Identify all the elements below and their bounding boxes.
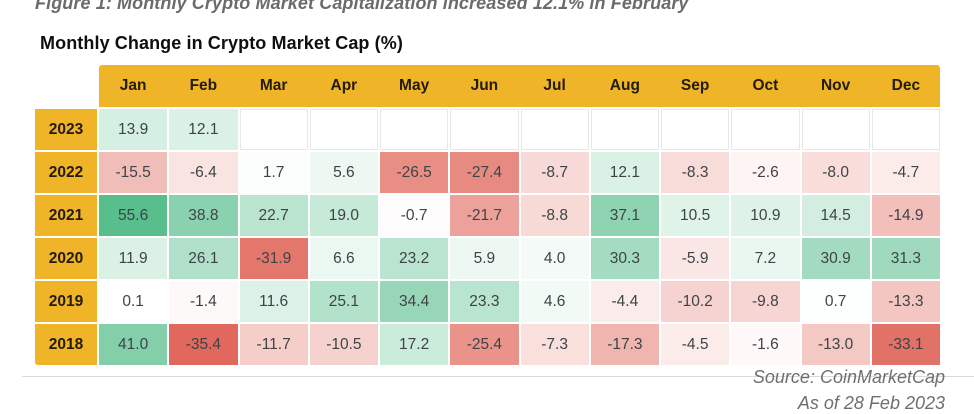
year-label-2021: 2021 — [35, 195, 97, 236]
heatmap-cell-2019-jan: 0.1 — [99, 281, 168, 322]
heatmap-cell-2021-dec: -14.9 — [871, 195, 940, 236]
heatmap-cell-2023-nov — [801, 109, 870, 150]
heatmap-cell-2021-aug: 37.1 — [590, 195, 659, 236]
heatmap-cell-2022-feb: -6.4 — [169, 152, 238, 193]
month-header-mar: Mar — [259, 77, 288, 94]
heatmap-cell-2021-sep: 10.5 — [661, 195, 730, 236]
heatmap-cell-2018-dec: -33.1 — [871, 324, 940, 365]
heatmap-cell-2021-jul: -8.8 — [520, 195, 589, 236]
heatmap-cell-2022-jun: -27.4 — [450, 152, 519, 193]
heatmap-cell-2020-oct: 7.2 — [731, 238, 800, 279]
heatmap-cell-2018-jan: 41.0 — [99, 324, 168, 365]
divider-line — [22, 376, 974, 377]
heatmap-cell-2019-nov: 0.7 — [801, 281, 870, 322]
heatmap-cell-2021-may: -0.7 — [380, 195, 449, 236]
heatmap-cell-2020-jun: 5.9 — [450, 238, 519, 279]
page-title: Monthly Change in Crypto Market Cap (%) — [40, 33, 403, 53]
heatmap-cell-2023-feb: 12.1 — [169, 109, 238, 150]
heatmap-cell-2022-oct: -2.6 — [731, 152, 800, 193]
month-header-aug: Aug — [609, 77, 640, 94]
heatmap-cell-2018-nov: -13.0 — [801, 324, 870, 365]
heatmap-cell-2020-feb: 26.1 — [169, 238, 238, 279]
heatmap-cell-2023-may — [380, 109, 449, 150]
heatmap-cell-2023-mar — [239, 109, 308, 150]
heatmap-cell-2020-may: 23.2 — [380, 238, 449, 279]
heatmap-cell-2019-jul: 4.6 — [520, 281, 589, 322]
heatmap-cell-2019-apr: 25.1 — [309, 281, 378, 322]
heatmap-cell-2019-dec: -13.3 — [871, 281, 940, 322]
heatmap-cell-2020-aug: 30.3 — [590, 238, 659, 279]
source-note: Source: CoinMarketCap — [752, 367, 945, 387]
month-header-dec: Dec — [891, 77, 921, 94]
month-header-jun: Jun — [470, 77, 499, 94]
month-header-jul: Jul — [543, 77, 566, 94]
heatmap-cell-2018-oct: -1.6 — [731, 324, 800, 365]
heatmap-cell-2019-may: 34.4 — [380, 281, 449, 322]
heatmap-cell-2023-jun — [450, 109, 519, 150]
heatmap-cell-2020-jul: 4.0 — [520, 238, 589, 279]
heatmap-cell-2021-jun: -21.7 — [450, 195, 519, 236]
heatmap-cell-2018-jun: -25.4 — [450, 324, 519, 365]
heatmap-cell-2018-feb: -35.4 — [169, 324, 238, 365]
heatmap-cell-2019-oct: -9.8 — [731, 281, 800, 322]
heatmap-cell-2023-jul — [520, 109, 589, 150]
heatmap-cell-2023-dec — [871, 109, 940, 150]
month-header-sep: Sep — [680, 77, 710, 94]
heatmap-cell-2019-sep: -10.2 — [661, 281, 730, 322]
heatmap-cell-2019-mar: 11.6 — [239, 281, 308, 322]
heatmap-cell-2022-may: -26.5 — [380, 152, 449, 193]
heatmap-cell-2022-jan: -15.5 — [99, 152, 168, 193]
year-label-2020: 2020 — [35, 238, 97, 279]
month-header-may: May — [399, 77, 430, 94]
heatmap-cell-2019-jun: 23.3 — [450, 281, 519, 322]
month-header-oct: Oct — [752, 77, 779, 94]
heatmap-cell-2022-mar: 1.7 — [239, 152, 308, 193]
heatmap-cell-2022-jul: -8.7 — [520, 152, 589, 193]
heatmap-cell-2022-dec: -4.7 — [871, 152, 940, 193]
heatmap-cell-2022-aug: 12.1 — [590, 152, 659, 193]
heatmap-cell-2020-jan: 11.9 — [99, 238, 168, 279]
heatmap-cell-2022-sep: -8.3 — [661, 152, 730, 193]
heatmap-cell-2020-nov: 30.9 — [801, 238, 870, 279]
heatmap-cell-2020-dec: 31.3 — [871, 238, 940, 279]
month-header-jan: Jan — [119, 77, 147, 94]
heatmap-cell-2023-sep — [661, 109, 730, 150]
heatmap-cell-2022-nov: -8.0 — [801, 152, 870, 193]
month-header-apr: Apr — [330, 77, 358, 94]
corner-cell — [35, 65, 97, 107]
year-label-2019: 2019 — [35, 281, 97, 322]
month-header-nov: Nov — [820, 77, 851, 94]
heatmap-cell-2021-oct: 10.9 — [731, 195, 800, 236]
heatmap-cell-2018-jul: -7.3 — [520, 324, 589, 365]
figure-caption: Figure 1: Monthly Crypto Market Capitali… — [35, 0, 689, 13]
heatmap-cell-2019-aug: -4.4 — [590, 281, 659, 322]
heatmap-cell-2018-mar: -11.7 — [239, 324, 308, 365]
heatmap-cell-2019-feb: -1.4 — [169, 281, 238, 322]
year-label-2018: 2018 — [35, 324, 97, 365]
heatmap-cell-2022-apr: 5.6 — [309, 152, 378, 193]
heatmap-cell-2018-sep: -4.5 — [661, 324, 730, 365]
month-header-feb: Feb — [189, 77, 218, 94]
heatmap-cell-2023-jan: 13.9 — [99, 109, 168, 150]
heatmap-cell-2020-sep: -5.9 — [661, 238, 730, 279]
heatmap-cell-2023-aug — [590, 109, 659, 150]
year-label-2022: 2022 — [35, 152, 97, 193]
heatmap-cell-2018-apr: -10.5 — [309, 324, 378, 365]
heatmap-cell-2021-nov: 14.5 — [801, 195, 870, 236]
heatmap-table: Jan Feb Mar Apr May Jun Jul Aug Sep Oct Nov Dec 2023… — [35, 65, 940, 365]
heatmap-cell-2021-feb: 38.8 — [169, 195, 238, 236]
heatmap-cell-2020-mar: -31.9 — [239, 238, 308, 279]
heatmap-cell-2018-aug: -17.3 — [590, 324, 659, 365]
heatmap-cell-2021-jan: 55.6 — [99, 195, 168, 236]
heatmap-cell-2021-mar: 22.7 — [239, 195, 308, 236]
heatmap-cell-2020-apr: 6.6 — [309, 238, 378, 279]
heatmap-cell-2023-oct — [731, 109, 800, 150]
as-of-note: As of 28 Feb 2023 — [797, 393, 945, 413]
month-header-band: Jan Feb Mar Apr May Jun Jul Aug Sep Oct Nov Dec — [99, 65, 940, 107]
year-label-2023: 2023 — [35, 109, 97, 150]
heatmap-cell-2018-may: 17.2 — [380, 324, 449, 365]
heatmap-cell-2021-apr: 19.0 — [309, 195, 378, 236]
heatmap-cell-2023-apr — [309, 109, 378, 150]
